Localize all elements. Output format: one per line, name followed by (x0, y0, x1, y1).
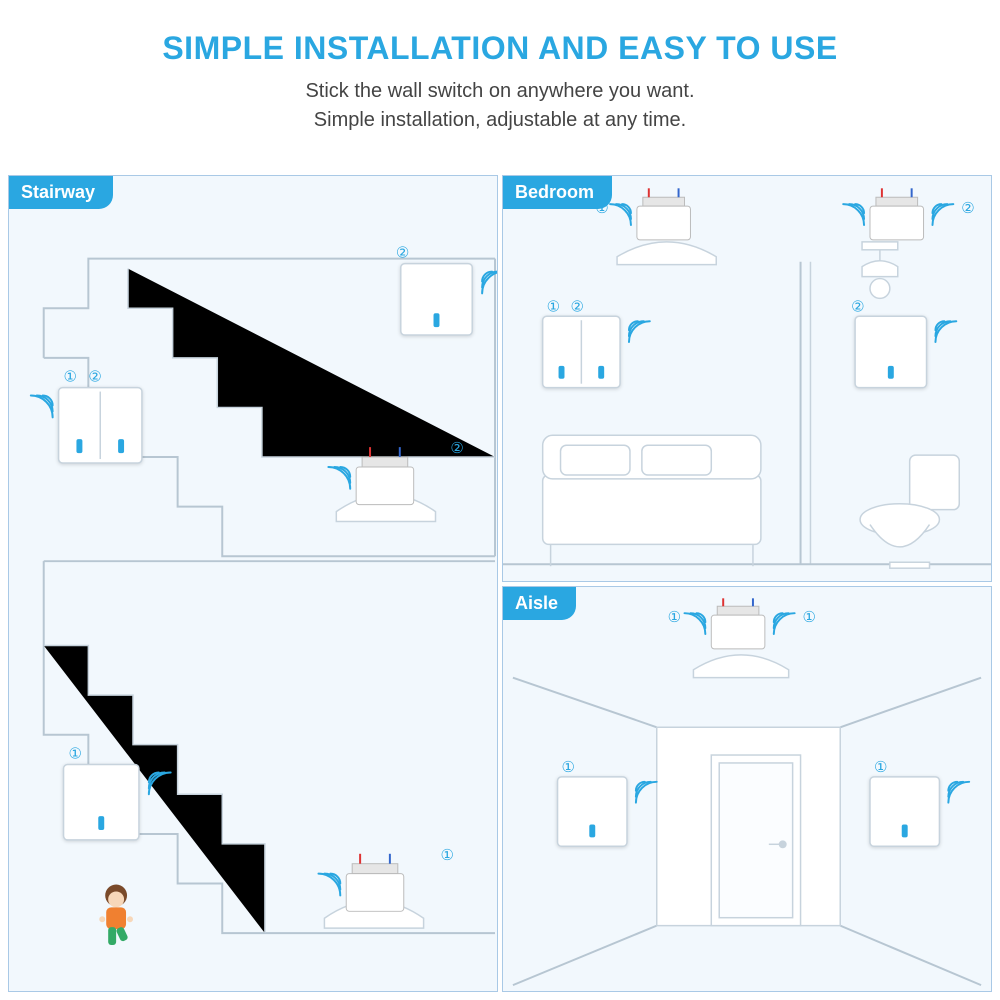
receiver-icon: ② (843, 188, 974, 240)
svg-text:①: ① (668, 610, 681, 626)
page-title: SIMPLE INSTALLATION AND EASY TO USE (20, 30, 980, 67)
tag-stairway: Stairway (9, 176, 113, 209)
panel-stairway: Stairway (8, 175, 498, 992)
tag-aisle: Aisle (503, 587, 576, 620)
switch-icon: ① (558, 759, 657, 845)
diagram-grid: Stairway (8, 175, 992, 992)
ceiling-light-icon (693, 654, 788, 677)
bed-icon (543, 435, 761, 566)
svg-text:①: ① (547, 299, 560, 315)
svg-text:②: ② (851, 299, 864, 315)
svg-text:②: ② (961, 201, 974, 217)
subtitle-line-2: Simple installation, adjustable at any t… (314, 109, 686, 131)
svg-text:①: ① (64, 370, 77, 386)
pendant-light-icon (862, 242, 898, 299)
switch-icon: ② (851, 299, 956, 387)
boy-icon (99, 885, 133, 946)
svg-text:②: ② (570, 299, 583, 315)
subtitle-line-1: Stick the wall switch on anywhere you wa… (305, 80, 694, 102)
svg-text:①: ① (874, 759, 887, 775)
panel-aisle: Aisle (502, 586, 992, 993)
svg-text:②: ② (88, 370, 101, 386)
receiver-icon: ① (318, 848, 453, 912)
tag-bedroom: Bedroom (503, 176, 612, 209)
svg-text:①: ① (562, 759, 575, 775)
svg-text:②: ② (450, 441, 463, 457)
aisle-svg: ① ① ① (503, 587, 991, 992)
switch-icon: ① ② (31, 370, 142, 463)
ceiling-light-icon (617, 242, 716, 265)
stairway-svg: ② ① ② (9, 176, 497, 991)
page-subtitle: Stick the wall switch on anywhere you wa… (20, 77, 980, 135)
toilet-icon (860, 455, 959, 568)
switch-icon: ① (870, 759, 969, 845)
bedroom-svg: ① ② (503, 176, 991, 581)
door-icon (711, 755, 800, 926)
svg-text:②: ② (396, 246, 409, 262)
receiver-icon: ① ① (668, 598, 816, 649)
panel-bedroom: Bedroom (502, 175, 992, 582)
switch-icon: ①② (543, 299, 650, 387)
svg-text:①: ① (69, 747, 82, 763)
svg-text:①: ① (803, 610, 816, 626)
header: SIMPLE INSTALLATION AND EASY TO USE Stic… (0, 0, 1000, 145)
svg-text:①: ① (440, 848, 453, 864)
